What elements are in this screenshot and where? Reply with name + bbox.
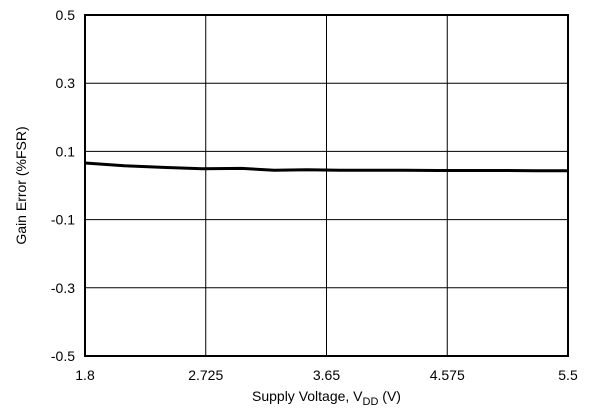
- x-axis-title: Supply Voltage, VDD (V): [252, 388, 401, 408]
- y-tick-label: -0.1: [51, 212, 75, 228]
- x-tick-label: 3.65: [313, 367, 340, 383]
- x-axis-ticks: 1.8 2.725 3.65 4.575 5.5: [75, 367, 578, 383]
- x-axis-title-subscript: DD: [363, 396, 379, 408]
- series-line: [84, 161, 568, 173]
- y-tick-label: -0.3: [51, 280, 75, 296]
- x-tick-label: 5.5: [558, 367, 578, 383]
- y-tick-label: -0.5: [51, 348, 75, 364]
- x-axis-title-main: Supply Voltage, V: [252, 388, 363, 404]
- y-axis-title: Gain Error (%FSR): [13, 126, 29, 244]
- y-axis-ticks: 0.5 0.3 0.1 -0.1 -0.3 -0.5: [51, 7, 75, 364]
- grid-lines: [84, 14, 569, 357]
- y-tick-label: 0.1: [56, 143, 76, 159]
- y-tick-label: 0.3: [56, 75, 76, 91]
- x-tick-label: 4.575: [430, 367, 465, 383]
- plot-frame: [84, 14, 569, 357]
- x-tick-label: 2.725: [188, 367, 223, 383]
- y-tick-label: 0.5: [56, 7, 76, 23]
- x-tick-label: 1.8: [75, 367, 95, 383]
- x-axis-title-suffix: (V): [378, 388, 401, 404]
